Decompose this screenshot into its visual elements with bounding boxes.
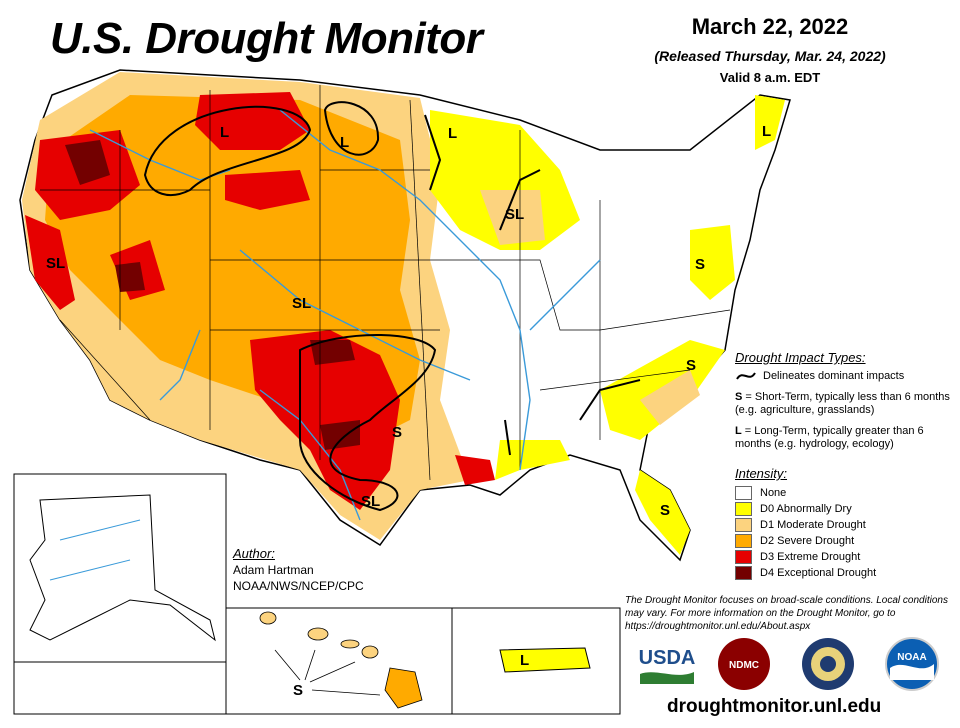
label-s-hawaii: S <box>293 682 303 699</box>
intensity-legend-heading: Intensity: <box>735 466 788 481</box>
state-boundaries <box>40 85 731 481</box>
intensity-legend-item: D4 Exceptional Drought <box>735 565 955 581</box>
usda-logo-text: USDA <box>639 647 696 669</box>
d0-maine-region <box>755 95 785 150</box>
intensity-legend-item: D2 Severe Drought <box>735 533 955 549</box>
intensity-label: D3 Extreme Drought <box>760 551 861 563</box>
label-l-maine: L <box>762 123 771 140</box>
short-term-entry: S = Short-Term, typically less than 6 mo… <box>735 391 955 417</box>
intensity-legend: Intensity: None D0 Abnormally Dry D1 Moder… <box>735 466 955 581</box>
author-block: Author: Adam Hartman NOAA/NWS/NCEP/CPC <box>233 546 364 594</box>
map-title: U.S. Drought Monitor <box>50 14 483 63</box>
d4-oregon-region <box>65 140 110 185</box>
impact-legend: Drought Impact Types: Delineates dominan… <box>735 350 955 459</box>
map-date: March 22, 2022 <box>691 14 849 39</box>
intensity-swatch <box>735 566 752 580</box>
short-term-letter: S <box>735 391 743 403</box>
intensity-swatch <box>735 518 752 532</box>
intensity-swatch <box>735 502 752 516</box>
d1-southeast-region <box>640 370 700 425</box>
label-sl-texas: SL <box>361 493 380 510</box>
d4-texas-region <box>310 340 355 365</box>
d0-midatlantic-region <box>690 225 735 300</box>
alaska-rivers <box>49 519 141 581</box>
intensity-label: D2 Severe Drought <box>760 535 855 547</box>
intensity-swatch <box>735 550 752 564</box>
impact-legend-heading: Drought Impact Types: <box>735 350 866 365</box>
intensity-legend-item: D1 Moderate Drought <box>735 517 955 533</box>
short-term-text: = Short-Term, typically less than 6 mont… <box>735 391 950 416</box>
label-s-texas: S <box>392 424 402 441</box>
intensity-legend-item: D0 Abnormally Dry <box>735 501 955 517</box>
intensity-swatch <box>735 534 752 548</box>
intensity-label: D0 Abnormally Dry <box>760 503 852 515</box>
noaa-logo: NOAA <box>885 637 939 691</box>
release-date: (Released Thursday, Mar. 24, 2022) <box>654 48 886 64</box>
d3-california-region <box>25 215 75 310</box>
intensity-legend-item: None <box>735 485 955 501</box>
ndmc-logo: NDMC <box>718 638 770 690</box>
d4-nevada-region <box>115 262 145 292</box>
label-l-minnesota: L <box>448 125 457 142</box>
hawaii-islands <box>259 611 423 709</box>
impact-line-icon <box>736 372 756 380</box>
noaa-logo-text: NOAA <box>897 652 926 663</box>
long-term-entry: L = Long-Term, typically greater than 6 … <box>735 425 955 451</box>
impact-line-label: Delineates dominant impacts <box>763 370 905 382</box>
usda-logo: USDA <box>636 640 698 688</box>
intensity-label: D1 Moderate Drought <box>760 519 866 531</box>
d3-southern-plains-region <box>250 330 400 510</box>
hawaii-pointer-lines <box>274 649 381 696</box>
label-l-montana-east: L <box>340 134 349 151</box>
ndmc-logo-text: NDMC <box>729 660 759 671</box>
label-sl-southwest: SL <box>292 295 311 312</box>
author-name: Adam Hartman <box>233 563 314 577</box>
d0-florida-region <box>635 470 690 555</box>
long-term-letter: L <box>735 425 742 437</box>
intensity-swatch <box>735 486 752 500</box>
d4-texas-central-region <box>320 420 360 450</box>
d0-gulf-region <box>495 440 570 480</box>
d3-montana-region <box>195 92 310 150</box>
author-org: NOAA/NWS/NCEP/CPC <box>233 579 364 593</box>
impact-lines <box>143 101 641 512</box>
intensity-legend-item: D3 Extreme Drought <box>735 549 955 565</box>
label-s-carolina: S <box>686 357 696 374</box>
d3-texas-east-region <box>455 455 495 485</box>
label-sl-wisconsin: SL <box>505 206 524 223</box>
label-s-florida: S <box>660 502 670 519</box>
impact-line-row: Delineates dominant impacts <box>735 369 955 383</box>
puerto-rico-outline <box>499 647 591 673</box>
intensity-label: None <box>760 487 787 499</box>
d1-upper-midwest-region <box>480 190 545 245</box>
intensity-label: D4 Exceptional Drought <box>760 567 877 579</box>
label-l-montana: L <box>220 124 229 141</box>
label-sl-california: SL <box>46 255 65 272</box>
rivers <box>89 109 601 521</box>
long-term-text: = Long-Term, typically greater than 6 mo… <box>735 425 924 450</box>
label-s-maryland: S <box>695 256 705 273</box>
valid-time: Valid 8 a.m. EDT <box>719 70 821 85</box>
alaska-outline <box>29 494 216 642</box>
site-url[interactable]: droughtmonitor.unl.edu <box>667 696 882 717</box>
commerce-seal <box>802 638 854 690</box>
d3-wyoming-region <box>225 170 310 210</box>
author-heading: Author: <box>233 546 275 561</box>
intensity-legend-items: None D0 Abnormally Dry D1 Moderate Drought… <box>735 485 955 581</box>
label-l-puerto-rico: L <box>520 652 529 669</box>
disclaimer-note: The Drought Monitor focuses on broad-sca… <box>625 595 948 632</box>
